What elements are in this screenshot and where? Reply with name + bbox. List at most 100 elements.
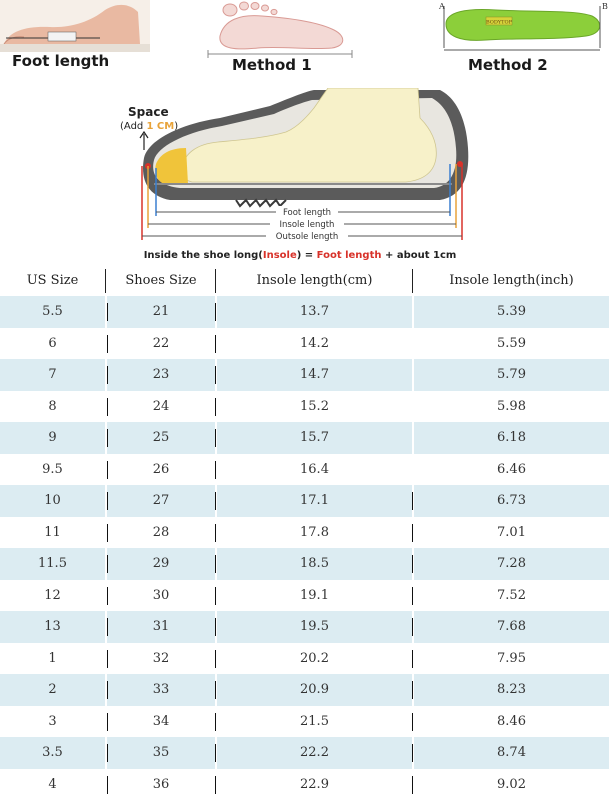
footprint-tracing-icon bbox=[207, 1, 353, 58]
sole-tread bbox=[235, 198, 287, 208]
cell-insole-inch: 6.18 bbox=[497, 430, 526, 445]
column-divider bbox=[107, 523, 108, 542]
column-divider bbox=[107, 649, 108, 668]
cell-shoes-size: 29 bbox=[152, 556, 170, 571]
table-row: 11.5 29 18.5 7.28 bbox=[0, 548, 609, 580]
cell-insole-inch: 6.46 bbox=[497, 461, 526, 477]
space-label: Space bbox=[128, 105, 169, 119]
method2-panel: BODYTOP A B Method 2 bbox=[436, 0, 609, 82]
column-divider bbox=[107, 460, 108, 479]
shoe-cross-section-diagram: Space (Add 1 CM) Foot length Insole leng… bbox=[100, 88, 500, 266]
cell-insole-cm: 17.1 bbox=[300, 493, 329, 508]
cell-us-size: 11.5 bbox=[38, 556, 67, 571]
cell-insole-inch: 8.23 bbox=[497, 682, 526, 697]
column-divider bbox=[412, 681, 413, 699]
method2-caption: Method 2 bbox=[468, 56, 548, 74]
cell-shoes-size: 22 bbox=[152, 335, 170, 351]
foot-shape bbox=[181, 88, 437, 183]
cell-us-size: 5.5 bbox=[42, 304, 63, 319]
cell-us-size: 4 bbox=[48, 776, 57, 792]
cell-shoes-size: 28 bbox=[152, 524, 170, 540]
cell-us-size: 2 bbox=[48, 682, 57, 697]
cell-insole-cm: 22.9 bbox=[300, 776, 329, 792]
table-row: 10 27 17.1 6.73 bbox=[0, 485, 609, 517]
cell-insole-cm: 15.2 bbox=[300, 398, 329, 414]
cell-insole-inch: 6.73 bbox=[497, 493, 526, 508]
column-divider bbox=[107, 366, 108, 384]
column-divider bbox=[215, 681, 216, 699]
cell-shoes-size: 32 bbox=[152, 650, 170, 666]
insole-mark-b: B bbox=[602, 2, 608, 11]
foot-length-panel: Foot length bbox=[0, 0, 150, 82]
column-divider bbox=[412, 555, 413, 573]
column-divider bbox=[107, 775, 108, 794]
cell-insole-inch: 8.74 bbox=[497, 745, 526, 760]
cell-insole-inch: 7.01 bbox=[497, 524, 526, 540]
size-formula: Inside the shoe long(Insole) = Foot leng… bbox=[144, 250, 457, 261]
header-shoes-size: Shoes Size bbox=[125, 273, 197, 288]
column-divider bbox=[107, 334, 108, 353]
column-divider bbox=[107, 492, 108, 510]
column-divider bbox=[412, 586, 413, 605]
cell-insole-inch: 7.95 bbox=[497, 650, 526, 666]
table-row: 7 23 14.7 5.79 bbox=[0, 359, 609, 391]
cell-us-size: 11 bbox=[44, 524, 61, 540]
outsole-length-measure-label: Outsole length bbox=[276, 232, 338, 242]
column-divider bbox=[412, 492, 413, 510]
cell-insole-inch: 5.39 bbox=[497, 304, 526, 319]
cell-insole-cm: 15.7 bbox=[300, 430, 329, 445]
cell-insole-inch: 9.02 bbox=[497, 776, 526, 792]
cell-insole-cm: 22.2 bbox=[300, 745, 329, 760]
cell-insole-inch: 7.28 bbox=[497, 556, 526, 571]
foot-length-measure-label: Foot length bbox=[283, 208, 331, 218]
column-divider bbox=[412, 744, 413, 762]
column-divider bbox=[107, 429, 108, 447]
cell-insole-inch: 8.46 bbox=[497, 713, 526, 729]
table-header: US Size Shoes Size Insole length(cm) Ins… bbox=[0, 266, 609, 296]
column-divider bbox=[412, 649, 413, 668]
size-chart-table: US Size Shoes Size Insole length(cm) Ins… bbox=[0, 266, 609, 800]
cell-insole-cm: 19.5 bbox=[300, 619, 329, 634]
column-divider bbox=[215, 586, 216, 605]
table-row: 5.5 21 13.7 5.39 bbox=[0, 296, 609, 328]
table-row: 1 32 20.2 7.95 bbox=[0, 642, 609, 674]
table-row: 9 25 15.7 6.18 bbox=[0, 422, 609, 454]
toe-space-fill bbox=[155, 148, 188, 184]
insole-mark-a: A bbox=[438, 2, 445, 11]
cell-us-size: 12 bbox=[44, 587, 61, 603]
cell-insole-cm: 13.7 bbox=[300, 304, 329, 319]
cell-insole-cm: 18.5 bbox=[300, 556, 329, 571]
cell-us-size: 9 bbox=[48, 430, 57, 445]
column-divider bbox=[107, 744, 108, 762]
column-divider bbox=[215, 429, 216, 447]
method1-caption: Method 1 bbox=[232, 56, 312, 74]
header-us-size: US Size bbox=[26, 273, 79, 288]
cell-insole-cm: 21.5 bbox=[300, 713, 329, 729]
cell-shoes-size: 36 bbox=[152, 776, 170, 792]
cell-us-size: 1 bbox=[48, 650, 57, 666]
cell-insole-inch: 5.59 bbox=[497, 335, 526, 351]
column-divider bbox=[215, 334, 216, 353]
cell-shoes-size: 35 bbox=[152, 745, 170, 760]
cell-insole-inch: 7.52 bbox=[497, 587, 526, 603]
column-divider bbox=[215, 555, 216, 573]
cell-insole-cm: 14.2 bbox=[300, 335, 329, 351]
column-divider bbox=[107, 618, 108, 636]
column-divider bbox=[215, 775, 216, 794]
column-divider bbox=[107, 586, 108, 605]
cell-insole-cm: 20.9 bbox=[300, 682, 329, 697]
insole-brand-label: BODYTOP bbox=[486, 20, 513, 26]
cell-shoes-size: 24 bbox=[152, 398, 170, 414]
cell-us-size: 13 bbox=[44, 619, 61, 634]
cell-insole-cm: 16.4 bbox=[300, 461, 329, 477]
cell-shoes-size: 31 bbox=[152, 619, 170, 634]
column-divider bbox=[215, 744, 216, 762]
header-insole-cm: Insole length(cm) bbox=[256, 273, 373, 288]
foot-length-caption: Foot length bbox=[12, 52, 110, 70]
cell-shoes-size: 21 bbox=[152, 304, 170, 319]
cell-insole-cm: 17.8 bbox=[300, 524, 329, 540]
column-divider bbox=[412, 712, 413, 731]
foot-photo bbox=[0, 0, 150, 52]
insole-measure-icon: BODYTOP A B bbox=[438, 2, 608, 51]
column-divider bbox=[215, 492, 216, 510]
